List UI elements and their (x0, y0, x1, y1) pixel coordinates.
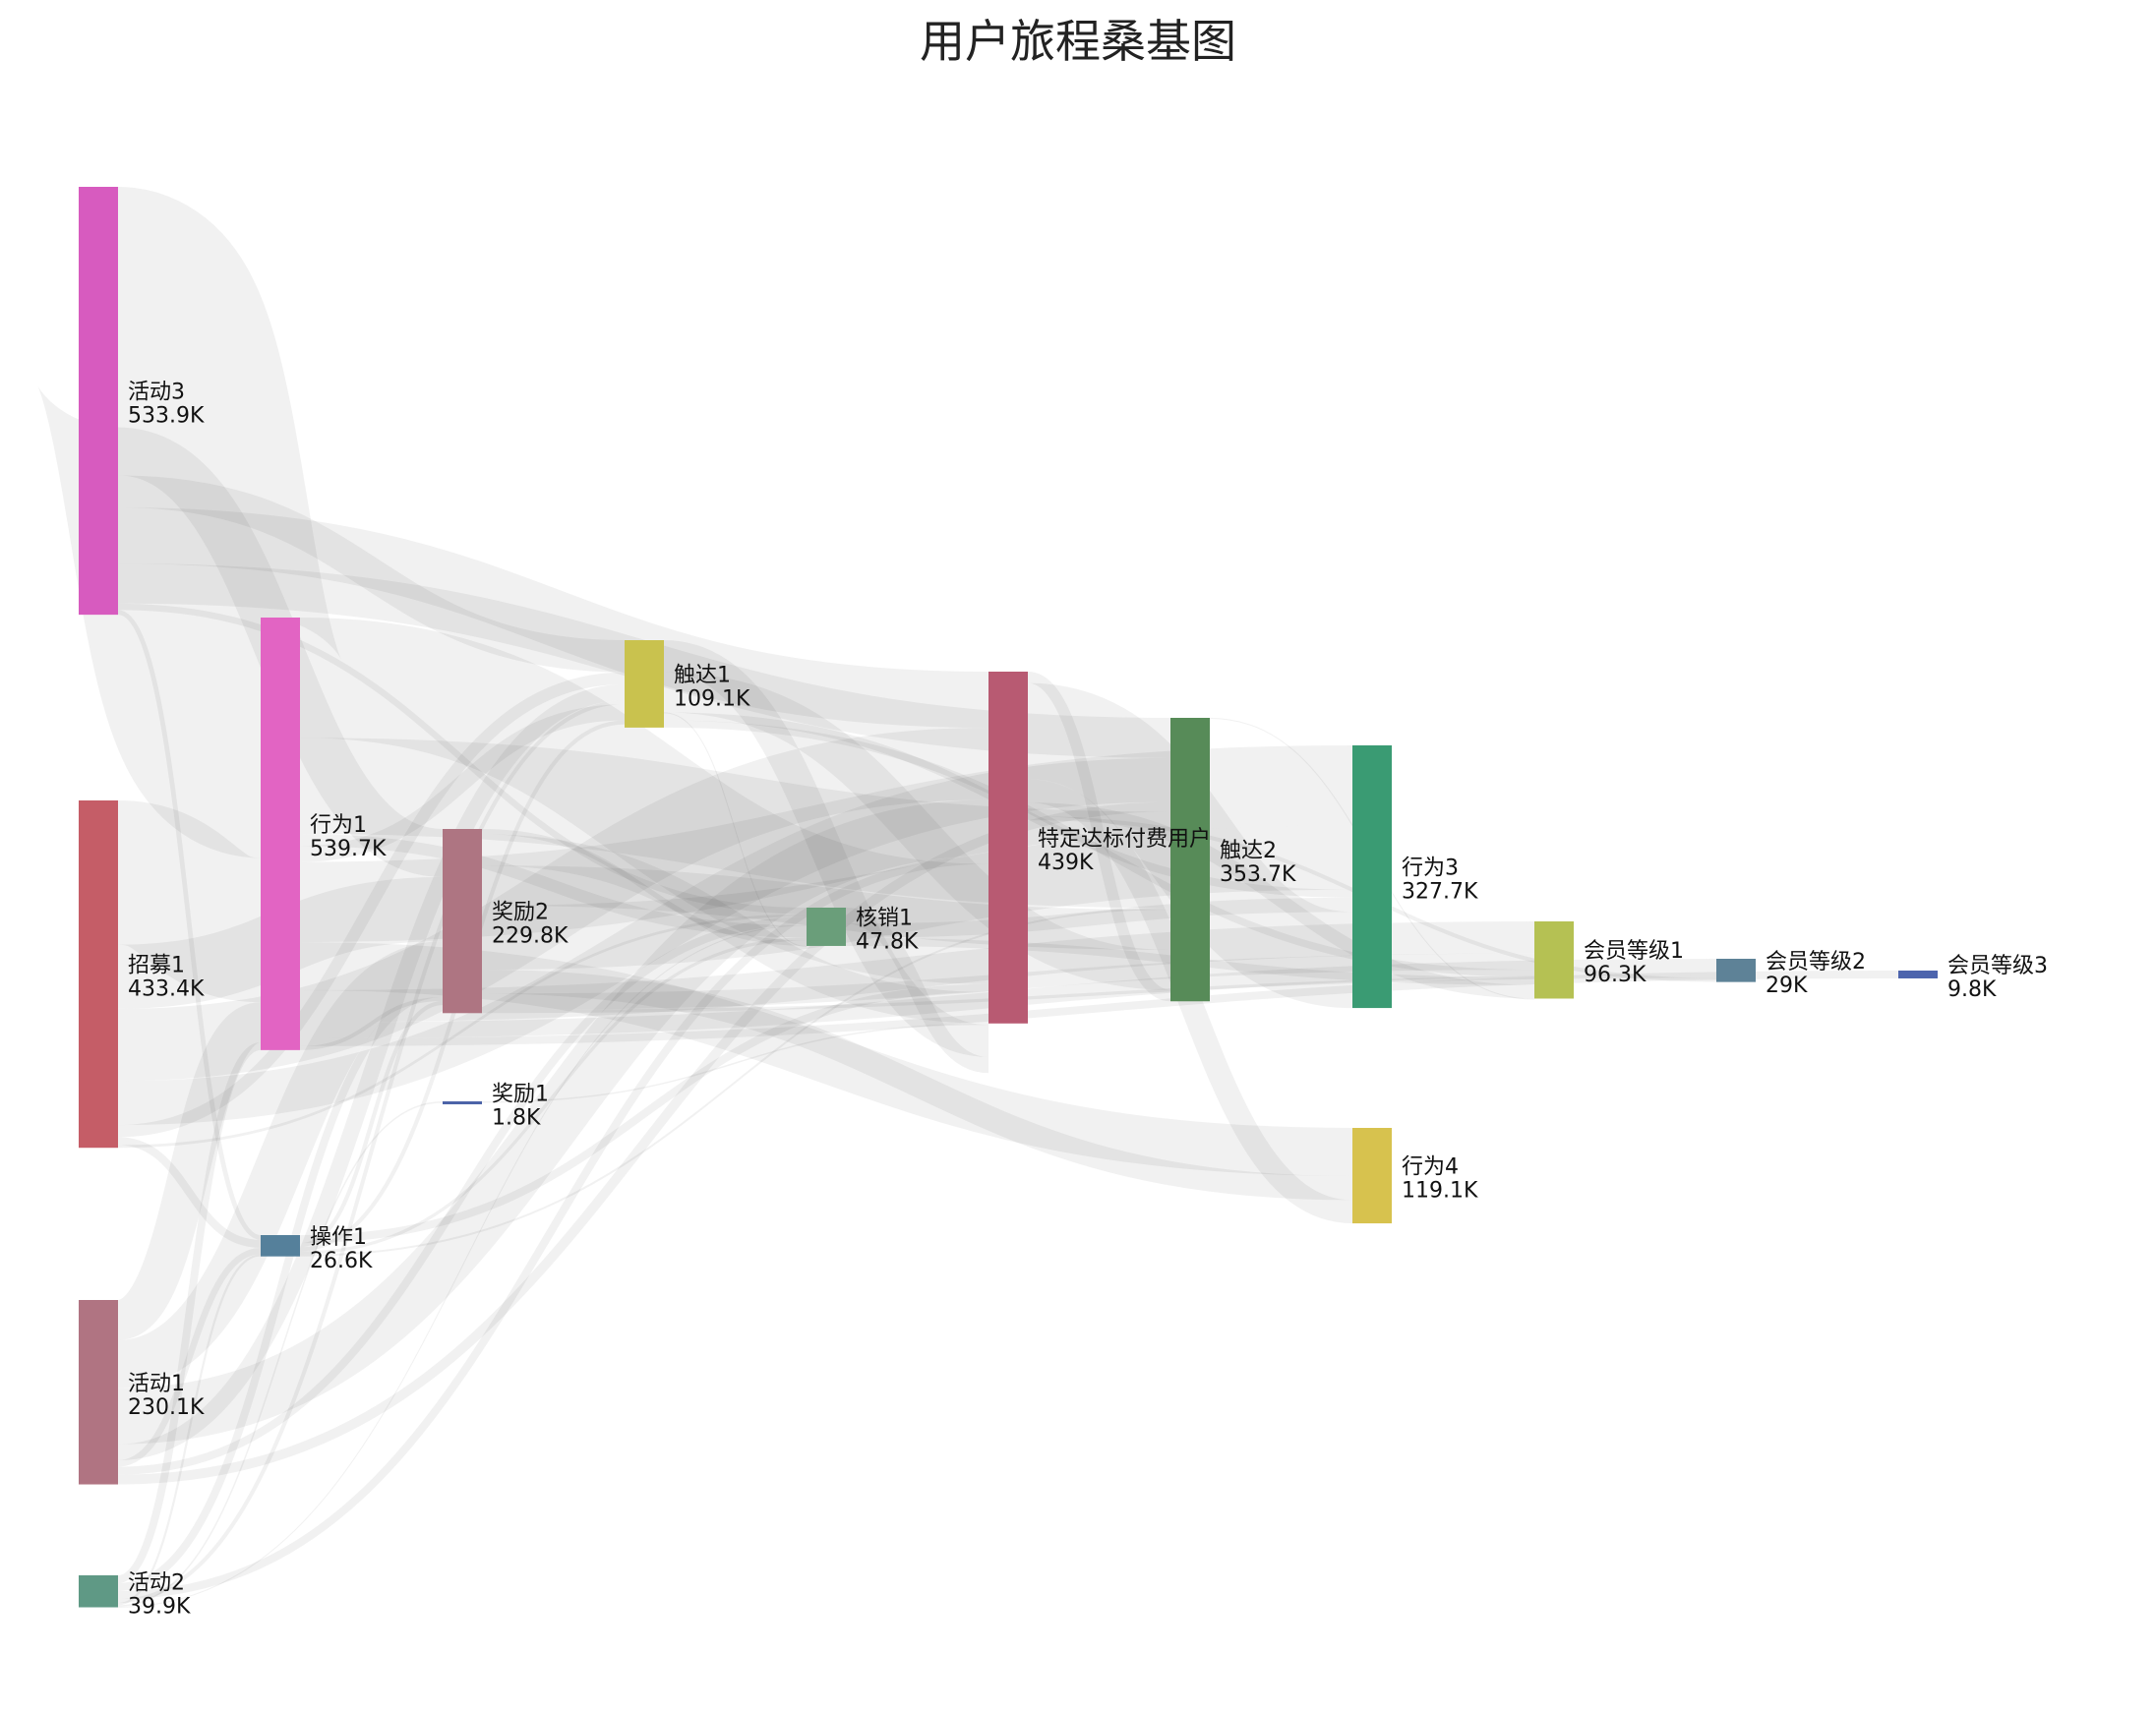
node-value-label: 9.8K (1947, 977, 1997, 1002)
sankey-node-核销1[interactable] (807, 908, 846, 946)
node-label: 触达2 (1220, 839, 1277, 863)
node-value-label: 439K (1038, 851, 1094, 875)
node-label: 活动1 (128, 1372, 185, 1396)
sankey-link[interactable] (117, 924, 808, 1608)
node-label: 特定达标付费用户 (1038, 827, 1211, 852)
node-label: 奖励2 (492, 901, 549, 925)
node-label: 会员等级2 (1766, 950, 1866, 975)
node-label: 活动2 (128, 1570, 185, 1595)
sankey-node-活动1[interactable] (79, 1300, 118, 1485)
node-value-label: 1.8K (492, 1106, 541, 1131)
node-value-label: 539.7K (310, 837, 387, 861)
node-label: 行为3 (1402, 856, 1459, 881)
node-value-label: 230.1K (128, 1395, 205, 1420)
sankey-node-活动2[interactable] (79, 1575, 118, 1608)
sankey-node-招募1[interactable] (79, 800, 118, 1149)
sankey-node-特定达标付费用户[interactable] (988, 672, 1028, 1024)
sankey-node-活动3[interactable] (79, 187, 118, 616)
sankey-node-会员等级1[interactable] (1534, 921, 1574, 999)
sankey-link[interactable] (117, 1041, 262, 1583)
sankey-link[interactable] (299, 704, 626, 862)
node-value-label: 39.9K (128, 1594, 191, 1619)
node-value-label: 47.8K (856, 929, 919, 954)
node-value-label: 29K (1766, 974, 1808, 998)
sankey-link[interactable] (299, 971, 1899, 1046)
node-label: 活动3 (128, 381, 185, 405)
sankey-node-会员等级3[interactable] (1898, 971, 1938, 978)
node-value-label: 109.1K (674, 686, 750, 711)
node-label: 触达1 (674, 663, 731, 687)
sankey-node-行为1[interactable] (261, 618, 300, 1050)
sankey-node-触达2[interactable] (1170, 718, 1210, 1002)
sankey-node-行为3[interactable] (1352, 745, 1392, 1009)
sankey-link[interactable] (481, 1023, 989, 1103)
sankey-link[interactable] (114, 800, 265, 1003)
node-label: 会员等级1 (1584, 939, 1684, 964)
sankey-link[interactable] (117, 1254, 262, 1606)
node-value-label: 353.7K (1220, 862, 1296, 887)
sankey-node-会员等级2[interactable] (1716, 959, 1756, 982)
sankey-node-行为4[interactable] (1352, 1128, 1392, 1224)
node-value-label: 26.6K (310, 1249, 373, 1273)
node-value-label: 119.1K (1402, 1179, 1478, 1204)
node-value-label: 433.4K (128, 977, 205, 1002)
node-value-label: 327.7K (1402, 880, 1478, 905)
sankey-node-奖励1[interactable] (443, 1101, 482, 1104)
sankey-link[interactable] (299, 1000, 444, 1248)
node-label: 核销1 (856, 906, 913, 930)
sankey-link[interactable] (117, 1247, 262, 1467)
sankey-node-操作1[interactable] (261, 1235, 300, 1257)
node-value-label: 229.8K (492, 924, 569, 949)
chart-title: 用户旅程桑基图 (920, 15, 1236, 68)
sankey-node-奖励2[interactable] (443, 829, 482, 1014)
node-label: 招募1 (128, 954, 185, 978)
node-value-label: 96.3K (1584, 963, 1647, 987)
sankey-link[interactable] (663, 672, 1171, 990)
node-label: 操作1 (310, 1225, 367, 1250)
node-value-label: 533.9K (128, 404, 205, 429)
sankey-node-触达1[interactable] (625, 640, 664, 728)
links-layer (33, 187, 1899, 1608)
node-label: 会员等级3 (1947, 954, 2048, 978)
sankey-link[interactable] (845, 908, 989, 1074)
nodes-layer (79, 187, 1938, 1608)
sankey-link[interactable] (1027, 802, 1535, 999)
sankey-link[interactable] (299, 996, 444, 1050)
node-label: 行为4 (1402, 1155, 1459, 1180)
sankey-link[interactable] (117, 1100, 444, 1607)
sankey-link[interactable] (114, 1002, 265, 1340)
node-label: 行为1 (310, 813, 367, 838)
node-label: 奖励1 (492, 1083, 549, 1107)
